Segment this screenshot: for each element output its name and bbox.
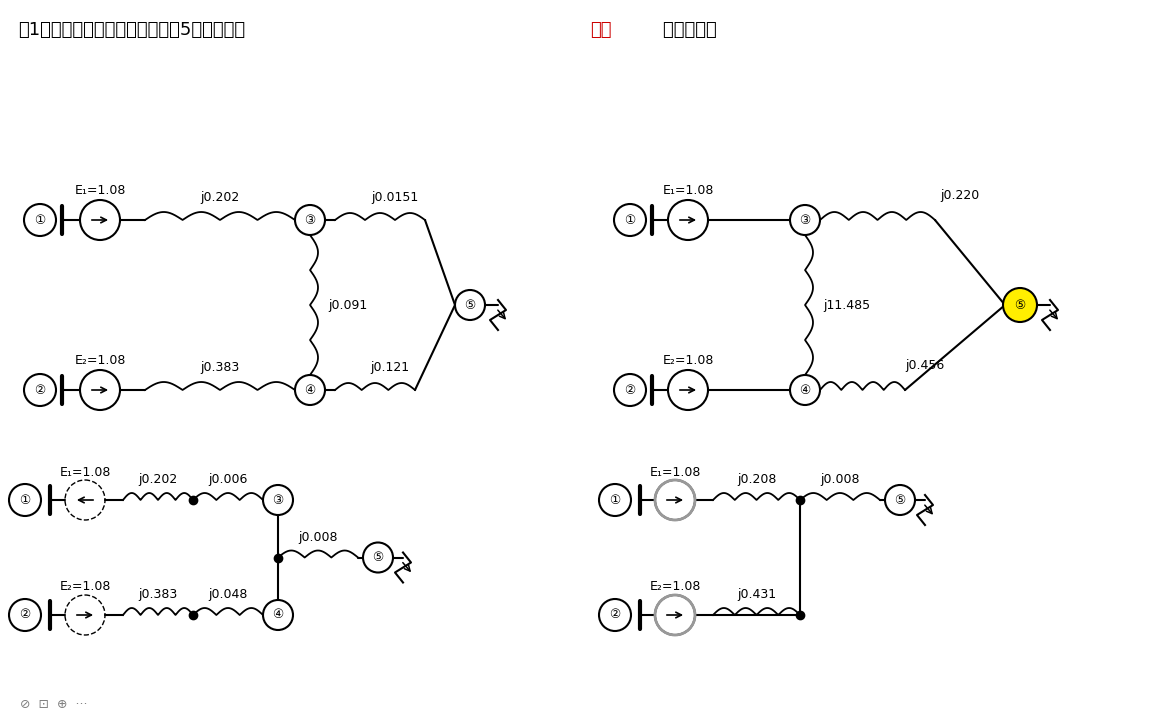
Circle shape bbox=[885, 485, 915, 515]
Text: j0.121: j0.121 bbox=[371, 361, 410, 374]
Text: ④: ④ bbox=[304, 384, 316, 397]
Text: ①: ① bbox=[35, 214, 46, 227]
Text: 题1】：求下图中各电源对短路点5的转移阻抗: 题1】：求下图中各电源对短路点5的转移阻抗 bbox=[18, 21, 245, 39]
Text: E₁=1.08: E₁=1.08 bbox=[662, 184, 714, 197]
Text: j0.202: j0.202 bbox=[138, 473, 177, 486]
Text: E₂=1.08: E₂=1.08 bbox=[75, 354, 126, 366]
Text: ②: ② bbox=[624, 384, 636, 397]
Text: E₁=1.08: E₁=1.08 bbox=[75, 184, 126, 197]
Text: j0.008: j0.008 bbox=[820, 473, 859, 486]
Text: ②: ② bbox=[20, 608, 31, 621]
Text: E₁=1.08: E₁=1.08 bbox=[59, 466, 111, 479]
Circle shape bbox=[295, 205, 325, 235]
Text: 如下如变换: 如下如变换 bbox=[641, 21, 717, 39]
Text: ③: ③ bbox=[272, 493, 283, 506]
Text: j0.456: j0.456 bbox=[905, 359, 945, 372]
Text: j11.485: j11.485 bbox=[823, 299, 870, 312]
Circle shape bbox=[1003, 288, 1037, 322]
Circle shape bbox=[599, 599, 631, 631]
Circle shape bbox=[614, 204, 646, 236]
Text: ⑤: ⑤ bbox=[372, 551, 384, 564]
Text: ⑤: ⑤ bbox=[894, 493, 905, 506]
Circle shape bbox=[24, 374, 56, 406]
Text: ①: ① bbox=[624, 214, 636, 227]
Text: ②: ② bbox=[609, 608, 621, 621]
Text: ③: ③ bbox=[304, 214, 316, 227]
Circle shape bbox=[9, 484, 41, 516]
Text: j0.383: j0.383 bbox=[138, 588, 177, 601]
Text: ⑤: ⑤ bbox=[1015, 299, 1025, 312]
Circle shape bbox=[263, 600, 293, 630]
Circle shape bbox=[9, 599, 41, 631]
Text: ①: ① bbox=[609, 493, 621, 506]
Text: j0.208: j0.208 bbox=[737, 473, 776, 486]
Text: E₂=1.08: E₂=1.08 bbox=[650, 580, 700, 593]
Text: ④: ④ bbox=[272, 608, 283, 621]
Circle shape bbox=[363, 542, 393, 572]
Text: j0.202: j0.202 bbox=[200, 191, 240, 204]
Text: E₂=1.08: E₂=1.08 bbox=[59, 580, 111, 593]
Text: j0.431: j0.431 bbox=[737, 588, 776, 601]
Text: j0.008: j0.008 bbox=[298, 531, 338, 544]
Circle shape bbox=[295, 375, 325, 405]
Text: ③: ③ bbox=[799, 214, 811, 227]
Text: ②: ② bbox=[35, 384, 46, 397]
Circle shape bbox=[614, 374, 646, 406]
Circle shape bbox=[24, 204, 56, 236]
Text: ④: ④ bbox=[799, 384, 811, 397]
Text: j0.383: j0.383 bbox=[200, 361, 240, 374]
Text: 解：: 解： bbox=[590, 21, 612, 39]
Text: E₁=1.08: E₁=1.08 bbox=[650, 466, 700, 479]
Text: j0.0151: j0.0151 bbox=[371, 191, 418, 204]
Circle shape bbox=[790, 205, 820, 235]
Text: ⑤: ⑤ bbox=[464, 299, 476, 312]
Circle shape bbox=[790, 375, 820, 405]
Text: ⊘  ⊡  ⊕  ···: ⊘ ⊡ ⊕ ··· bbox=[20, 698, 88, 711]
Text: j0.220: j0.220 bbox=[940, 189, 979, 202]
Text: E₂=1.08: E₂=1.08 bbox=[662, 354, 714, 366]
Text: ①: ① bbox=[20, 493, 31, 506]
Text: j0.006: j0.006 bbox=[209, 473, 248, 486]
Circle shape bbox=[599, 484, 631, 516]
Text: j0.091: j0.091 bbox=[328, 299, 367, 312]
Circle shape bbox=[455, 290, 485, 320]
Text: j0.048: j0.048 bbox=[209, 588, 248, 601]
Circle shape bbox=[263, 485, 293, 515]
